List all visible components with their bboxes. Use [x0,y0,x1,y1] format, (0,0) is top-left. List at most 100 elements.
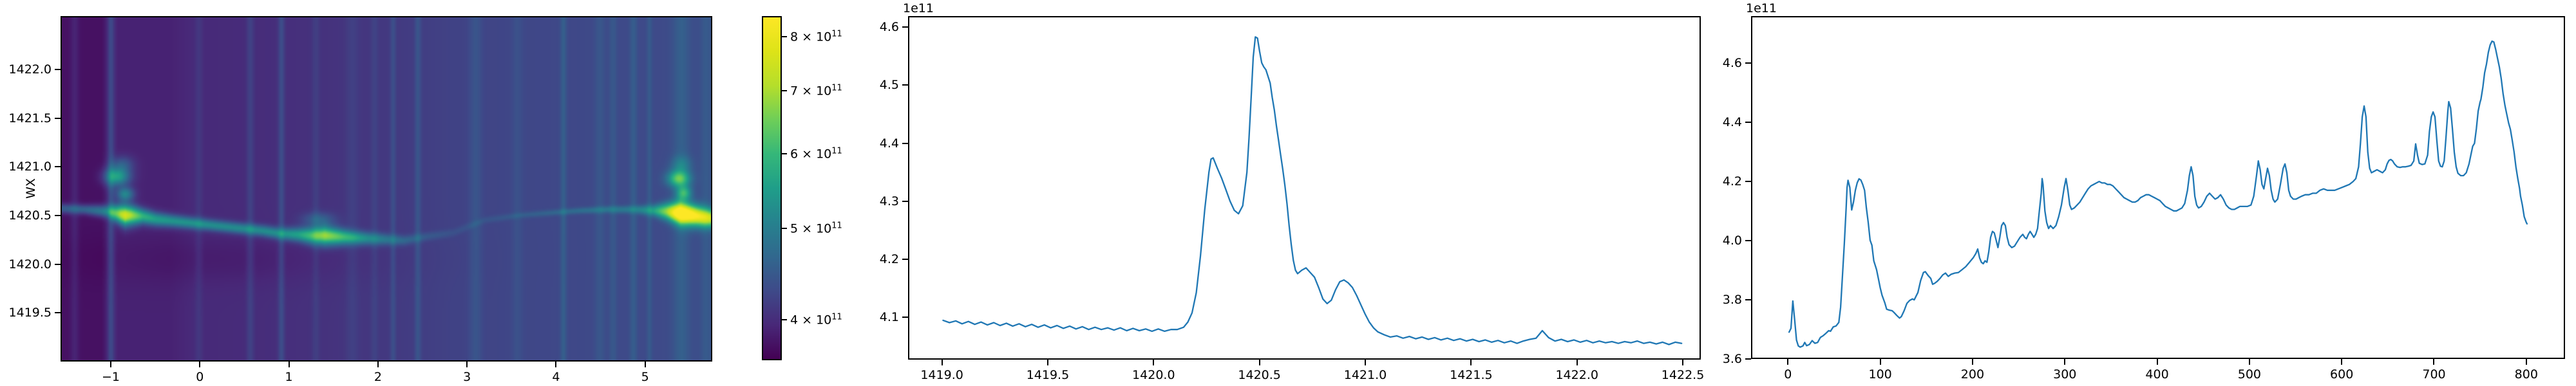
y-tick-mark [1745,299,1751,301]
y-tick-mark [902,26,908,28]
y-tick-mark [1745,358,1751,360]
colorbar-tick-label: 5 × 1011 [790,221,842,236]
y-tick-label: 4.2 [879,252,899,266]
colorbar-tick-label: 8 × 1011 [790,29,842,44]
x-tick-label: 4 [552,370,560,384]
spectrum-line [942,36,1683,345]
x-tick-label: 100 [1868,367,1892,381]
x-tick-mark [1682,360,1684,365]
y-tick-mark [55,68,61,70]
x-tick-label: 800 [2514,367,2538,381]
x-tick-mark [2064,359,2066,365]
y-tick-mark [55,263,61,265]
colorbar-tick-label: 7 × 1011 [790,83,842,99]
timeseries-plot [1751,16,2565,359]
x-tick-label: 400 [2145,367,2169,381]
y-tick-label: 1421.5 [8,111,52,125]
x-tick-label: 2 [374,370,382,384]
x-tick-mark [1576,360,1578,365]
x-tick-mark [1046,360,1048,365]
x-tick-label: 600 [2330,367,2354,381]
x-tick-label: 1419.0 [920,368,963,382]
x-tick-mark [109,362,111,367]
y-tick-mark [1745,122,1751,124]
y-tick-label: 1420.5 [8,208,52,223]
colorbar-gradient [763,17,781,359]
spectrum-offset-label: 1e11 [903,1,934,15]
colorbar-tick-label: 6 × 1011 [790,146,842,161]
y-tick-mark [1745,181,1751,183]
x-tick-label: 700 [2422,367,2446,381]
y-tick-label: 4.1 [879,310,899,325]
timeseries-line [1788,40,2528,348]
y-tick-label: 1420.0 [8,257,52,271]
y-tick-mark [902,317,908,318]
x-tick-mark [941,360,943,365]
x-tick-label: 500 [2237,367,2262,381]
x-tick-mark [1470,360,1472,365]
x-tick-mark [1787,359,1789,365]
x-tick-mark [466,362,468,367]
y-tick-label: 3.8 [1722,293,1742,308]
colorbar-tick-label: 4 × 1011 [790,311,842,327]
x-tick-label: 5 [641,370,649,384]
x-tick-mark [644,362,646,367]
x-tick-label: 0 [1784,367,1792,381]
timeseries-offset-label: 1e11 [1746,1,1777,15]
y-tick-mark [1745,240,1751,242]
y-tick-label: 1422.0 [8,62,52,77]
x-tick-mark [555,362,557,367]
y-tick-mark [1745,62,1751,64]
x-tick-mark [199,362,201,367]
x-tick-label: 1422.0 [1555,368,1598,382]
x-tick-mark [377,362,379,367]
y-tick-label: 4.5 [879,78,899,93]
y-tick-mark [55,166,61,168]
x-tick-mark [1365,360,1366,365]
heatmap-ylabel: WX [24,178,38,199]
x-tick-label: 1420.5 [1238,368,1281,382]
y-tick-mark [902,200,908,202]
heatmap-plot [61,16,712,362]
colorbar-tick-mark [782,228,787,230]
colorbar-tick-mark [782,90,787,92]
y-tick-mark [902,142,908,144]
colorbar-tick-mark [782,318,787,320]
y-tick-label: 4.6 [1722,56,1742,71]
colorbar-tick-mark [782,153,787,155]
y-tick-label: 4.3 [879,194,899,208]
y-tick-label: 3.6 [1722,352,1742,366]
x-tick-mark [288,362,290,367]
x-tick-label: 1 [285,370,293,384]
x-tick-label: 0 [196,370,204,384]
y-tick-label: 1421.0 [8,160,52,174]
x-tick-label: 200 [1960,367,1985,381]
y-tick-mark [55,117,61,119]
y-tick-label: 1419.5 [8,306,52,320]
x-tick-mark [1879,359,1881,365]
x-tick-label: −1 [101,370,120,384]
y-tick-label: 4.2 [1722,174,1742,189]
x-tick-mark [2525,359,2527,365]
y-tick-label: 4.4 [1722,115,1742,130]
x-tick-mark [1971,359,1973,365]
x-tick-label: 1419.5 [1026,368,1070,382]
heatmap-image [62,17,711,360]
x-tick-mark [2248,359,2250,365]
x-tick-mark [2341,359,2343,365]
x-tick-label: 1420.0 [1132,368,1175,382]
y-tick-label: 4.4 [879,136,899,151]
x-tick-label: 1421.5 [1450,368,1493,382]
x-tick-label: 1422.5 [1661,368,1705,382]
x-tick-label: 300 [2053,367,2077,381]
x-tick-label: 1421.0 [1343,368,1387,382]
y-tick-label: 4.0 [1722,234,1742,248]
colorbar-tick-mark [782,35,787,37]
spectrum-plot [908,16,1701,360]
y-tick-label: 4.6 [879,20,899,35]
x-tick-mark [2156,359,2158,365]
y-tick-mark [902,258,908,260]
y-tick-mark [55,312,61,314]
colorbar [762,16,782,360]
